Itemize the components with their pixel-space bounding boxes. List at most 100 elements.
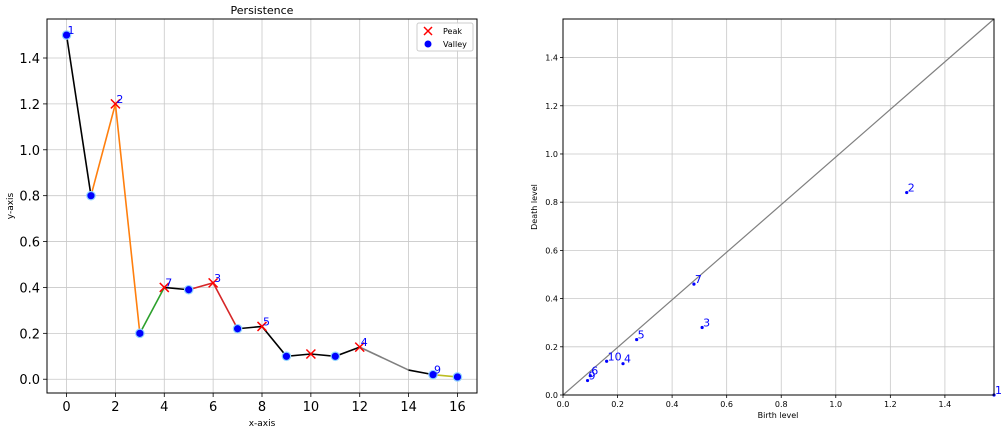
peak-marker-stroke	[256, 321, 268, 332]
right-ylabel: Death level	[530, 184, 539, 230]
left-ytick-label: 0.0	[19, 373, 40, 388]
left-xtick-label: 14	[400, 400, 417, 415]
peak-marker-stroke	[208, 277, 219, 288]
diagram-point-label: 4	[624, 353, 631, 366]
left-annotations: 1 2 7 3 5 4 9	[68, 24, 441, 377]
diagram-point-label: 5	[638, 329, 645, 342]
point-annotation: 7	[165, 276, 172, 289]
legend-peak-label: Peak	[443, 27, 462, 36]
diagram-point	[905, 190, 909, 195]
diagram-point-label: 3	[703, 317, 710, 330]
right-ytick-label: 0.2	[545, 343, 558, 352]
series-segment	[139, 287, 165, 334]
left-ytick-label: 1.4	[19, 52, 40, 67]
diagonal-line	[562, 18, 995, 396]
right-xtick-label: 0.8	[775, 400, 788, 409]
valley-marker	[86, 190, 96, 201]
right-xtick-label: 0.2	[611, 400, 624, 409]
left-ylabel: y-axis	[6, 192, 16, 219]
left-xtick-label: 6	[209, 400, 217, 415]
diagram-point-label: 1	[995, 384, 1002, 397]
right-xtick-label: 1.2	[884, 400, 897, 409]
right-xtick-label: 1.0	[829, 400, 842, 409]
point-annotation: 3	[214, 272, 221, 285]
right-xtick-label: 0.6	[720, 400, 733, 409]
diagram-point	[621, 362, 625, 366]
point-annotation: 1	[68, 24, 75, 37]
left-ticks: 0 2 4 6 8 10 12 14 16 0.0 0.2 0.4 0.6 0.8 1.0 1.2 1.4	[19, 52, 465, 415]
valley-marker	[330, 351, 341, 362]
series-segment	[65, 34, 92, 196]
left-markers	[61, 30, 463, 382]
diagram-point	[588, 374, 592, 378]
left-title: Persistence	[231, 4, 294, 17]
right-axes-frame	[562, 18, 995, 396]
right-ytick-label: 1.0	[545, 150, 558, 159]
valley-marker	[281, 351, 292, 362]
legend-valley-label: Valley	[443, 40, 467, 49]
point-annotation: 9	[434, 364, 441, 377]
left-xtick-label: 0	[62, 400, 70, 415]
left-xlabel: x-axis	[249, 419, 276, 429]
peak-marker	[256, 321, 268, 332]
valley-marker	[135, 328, 145, 339]
diagram-point	[585, 378, 590, 383]
left-grid	[47, 19, 477, 393]
left-ytick-label: 0.6	[19, 236, 40, 251]
right-ytick-label: 1.2	[545, 102, 558, 111]
left-xtick-label: 4	[160, 400, 168, 415]
peak-marker-stroke	[354, 342, 365, 353]
point-annotation: 4	[361, 336, 368, 349]
left-xtick-label: 12	[351, 400, 368, 415]
diagram-point	[700, 325, 704, 330]
point-annotation: 5	[263, 315, 270, 328]
valley-marker	[61, 30, 72, 40]
legend-valley-marker	[424, 40, 432, 48]
left-ytick-label: 0.8	[19, 190, 40, 205]
right-xtick-label: 0.4	[666, 400, 679, 409]
point-annotation: 2	[116, 93, 123, 106]
diagram-point-label: 2	[908, 182, 915, 195]
peak-marker	[208, 277, 219, 288]
right-xtick-label: 1.4	[939, 400, 952, 409]
legend-peak-marker	[423, 26, 433, 36]
left-ytick-label: 0.2	[19, 327, 40, 342]
left-xtick-label: 10	[303, 400, 320, 415]
right-ytick-label: 0.6	[545, 246, 558, 255]
right-points: 1 2 3 45 6 7 9 10	[585, 182, 1002, 397]
valley-marker	[428, 369, 438, 380]
diagram-point-label: 7	[695, 273, 702, 286]
series-segment	[359, 346, 409, 371]
right-ytick-label: 0.8	[545, 198, 558, 207]
peak-marker	[110, 98, 121, 109]
right-ytick-label: 0.0	[545, 391, 558, 400]
diagram-point	[605, 359, 609, 363]
diagram-point-label: 10	[608, 350, 622, 363]
series-segment	[237, 325, 361, 358]
peak-marker-stroke	[110, 98, 121, 109]
valley-marker	[232, 323, 243, 334]
legend: Peak Valley	[416, 22, 474, 52]
peak-marker	[159, 282, 170, 293]
diagram-point-label: 9	[589, 370, 596, 383]
peak-marker-stroke	[305, 348, 316, 360]
valley-marker	[183, 284, 194, 295]
peak-marker	[305, 348, 316, 360]
diagram-point	[692, 282, 696, 286]
right-ytick-label: 1.4	[545, 54, 558, 63]
peak-marker	[354, 342, 365, 353]
diagram-point	[635, 337, 639, 342]
peak-marker-stroke	[159, 282, 170, 293]
left-xtick-label: 16	[449, 400, 466, 415]
left-axes-frame	[46, 18, 478, 394]
left-ytick-label: 1.0	[19, 144, 40, 159]
left-xtick-label: 2	[111, 400, 119, 415]
diagram-point-label: 6	[591, 365, 598, 378]
left-xtick-label: 8	[258, 400, 266, 415]
right-xtick-label: 0.0	[557, 400, 570, 409]
right-ytick-label: 0.4	[545, 295, 558, 304]
right-diagonal	[562, 18, 995, 396]
